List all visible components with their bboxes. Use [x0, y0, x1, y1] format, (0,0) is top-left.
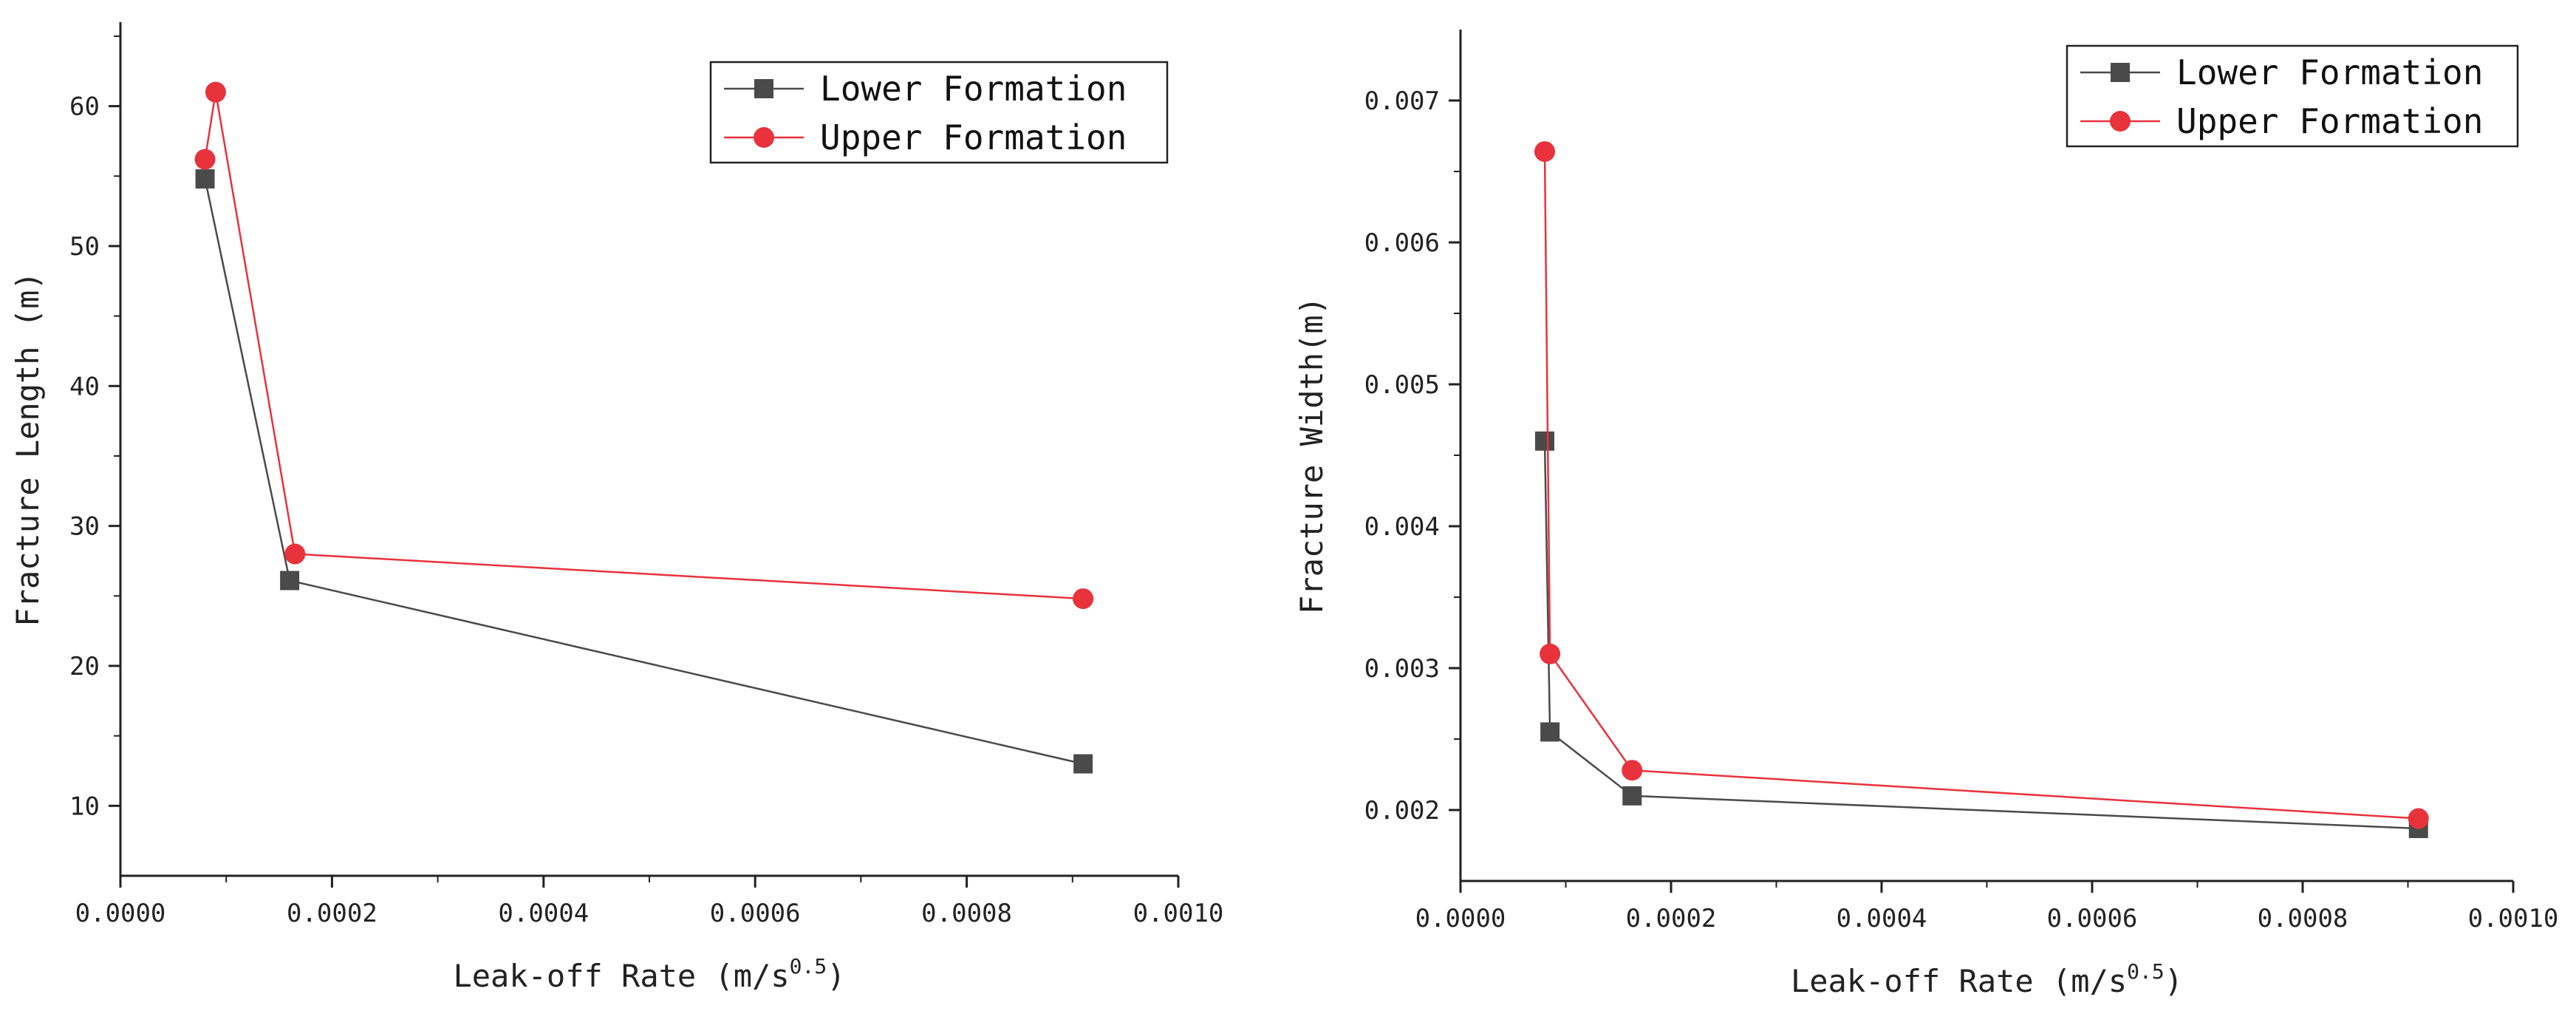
y-tick-label: 0.007 [1364, 86, 1440, 116]
series-line-upper-formation [204, 92, 1084, 600]
y-axis-label: Fracture Width(m) [1294, 296, 1330, 614]
x-tick-label: 0.0006 [2047, 904, 2138, 933]
chart-panel-fracture-width: 0.0000 0.0002 0.0004 0.0006 0.0008 0.0010 0.00… [1294, 30, 2558, 999]
y-tick-label: 20 [69, 652, 100, 681]
x-tick-label: 0.0010 [2468, 904, 2559, 933]
x-tick-label: 0.0010 [1133, 899, 1224, 928]
data-point-lower-formation [195, 169, 215, 189]
x-tick-label: 0.0004 [1837, 904, 1927, 933]
legend-label-upper-formation: Upper Formation [820, 118, 1127, 157]
data-point-upper-formation [1540, 643, 1561, 664]
y-tick-label: 30 [69, 512, 100, 542]
data-point-upper-formation [194, 149, 216, 170]
legend-label-lower-formation: Lower Formation [2176, 52, 2483, 92]
series-line-lower-formation [1543, 440, 2419, 830]
x-tick-label: 0.0000 [1415, 904, 1506, 933]
x-tick-label: 0.0008 [921, 899, 1012, 928]
y-tick-label: 0.004 [1364, 512, 1440, 542]
legend-label-lower-formation: Lower Formation [820, 69, 1127, 109]
x-tick-label: 0.0002 [287, 899, 377, 928]
y-tick-label: 0.006 [1364, 228, 1440, 258]
series-line-upper-formation [1543, 152, 2419, 820]
data-point-lower-formation [1622, 786, 1642, 806]
y-axis-label: Fracture Length (m) [10, 271, 46, 626]
data-point-upper-formation [205, 81, 226, 103]
data-point-lower-formation [280, 571, 300, 591]
y-tick-label: 0.002 [1364, 796, 1440, 826]
data-point-upper-formation [1073, 588, 1094, 610]
data-point-lower-formation [1073, 754, 1093, 774]
chart-panel-fracture-length: 0.0000 0.0002 0.0004 0.0006 0.0008 0.0010 10 20… [10, 22, 1223, 994]
data-point-upper-formation [284, 543, 306, 565]
x-tick-label: 0.0006 [710, 899, 801, 928]
legend-marker-lower-formation [2111, 63, 2130, 82]
data-point-lower-formation [1540, 722, 1560, 742]
data-point-upper-formation [2408, 808, 2429, 829]
x-tick-label: 0.0000 [75, 899, 166, 928]
x-tick-label: 0.0002 [1626, 904, 1717, 933]
x-axis-label: Leak-off Rate (m/s0.5) [453, 954, 845, 994]
data-point-lower-formation [1535, 431, 1554, 451]
legend-marker-lower-formation [754, 79, 773, 98]
y-tick-label: 0.003 [1364, 654, 1440, 684]
legend-box [709, 61, 1169, 164]
legend-box [2066, 44, 2519, 148]
x-axis-label: Leak-off Rate (m/s0.5) [1791, 959, 2183, 999]
data-point-upper-formation [1622, 760, 1643, 781]
x-tick-label: 0.0008 [2258, 904, 2348, 933]
y-tick-label: 50 [69, 232, 100, 262]
y-tick-label: 10 [69, 792, 100, 821]
x-tick-label: 0.0004 [498, 899, 589, 928]
legend-marker-upper-formation [754, 127, 774, 148]
y-tick-label: 60 [69, 92, 100, 122]
y-tick-label: 0.005 [1364, 370, 1440, 400]
data-point-upper-formation [1534, 141, 1555, 163]
series-line-lower-formation [204, 178, 1084, 765]
y-tick-label: 40 [69, 372, 100, 401]
legend-marker-upper-formation [2110, 111, 2131, 132]
legend-label-upper-formation: Upper Formation [2176, 101, 2483, 141]
